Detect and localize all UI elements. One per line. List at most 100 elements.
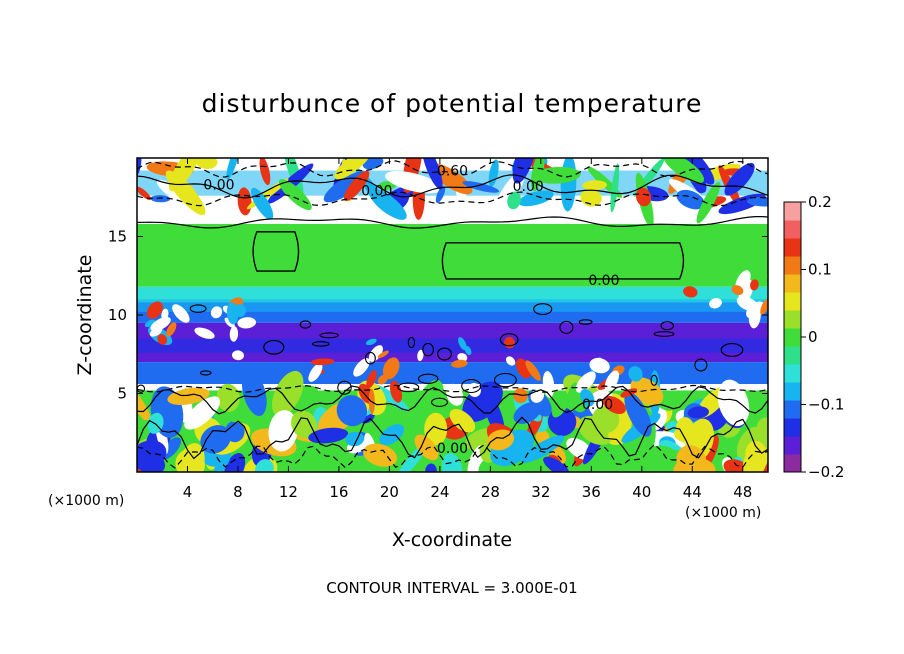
colorbar-swatch [784, 436, 801, 455]
x-tick-label: 8 [233, 483, 243, 501]
colorbar-tick-label: 0 [808, 328, 818, 346]
colorbar-swatch [784, 382, 801, 401]
colorbar: 0.2 0.1 0 −0.1 −0.2 [783, 193, 844, 481]
bottom-blob-60 [214, 449, 231, 472]
colorbar-swatch [784, 364, 801, 383]
colorbar-swatch [784, 220, 801, 239]
colorbar-swatch [784, 400, 801, 419]
small-contour-1 [559, 320, 574, 334]
top-blob-29 [429, 163, 473, 195]
mid-right-blob-9 [683, 286, 698, 298]
top-blob-56 [724, 162, 755, 196]
mid-right-blob-6 [750, 279, 759, 291]
bottom-blob-67 [449, 409, 476, 433]
bottom-blob-154 [414, 434, 439, 461]
bottom-blob-149 [486, 429, 515, 451]
small-contour-10 [437, 347, 452, 361]
bottom-blob-61 [241, 369, 267, 416]
colorbar-swatch [784, 454, 801, 473]
closed-contour-0 [252, 231, 300, 272]
contour-label: 0.00 [588, 273, 619, 289]
top-blob-57 [507, 191, 521, 210]
bottom-blob-105 [687, 406, 709, 419]
top-blob-58 [278, 179, 312, 211]
colorbar-tick-label: −0.1 [808, 396, 844, 414]
top-blob-61 [663, 158, 705, 184]
y-tick-label: 5 [117, 385, 127, 403]
top-blob-46 [385, 171, 442, 194]
small-contour-8 [263, 339, 285, 355]
small-contour-20 [720, 343, 744, 357]
top-blob-47 [334, 158, 373, 180]
bottom-blob-159 [717, 379, 750, 427]
mid-center-blob-7 [368, 345, 383, 362]
mid-center-blob-13 [458, 337, 467, 351]
mid-center-blob-12 [377, 350, 389, 359]
top-blob-27 [582, 180, 607, 191]
bottom-blob-43 [756, 417, 768, 439]
bottom-blob-99 [552, 394, 570, 418]
small-contour-13 [299, 320, 312, 329]
mid-center-blob-5 [308, 363, 323, 382]
small-contour-12 [364, 351, 376, 365]
dashed-contour-2 [137, 191, 768, 207]
mid-low-blob-13 [575, 371, 596, 393]
bottom-blob-120 [291, 410, 318, 439]
top-blob-35 [150, 195, 171, 203]
contour-layer [137, 160, 768, 469]
chart-title: disturbunce of potential temperature [202, 89, 703, 118]
contour-label-layer: 0.00 0.00 0.60 0.00 0.00 0.00 0.00 [203, 163, 619, 457]
small-contour-14 [422, 342, 434, 357]
top-blob-44 [343, 170, 370, 202]
mid-low-blob-4 [446, 383, 464, 406]
bottom-blob-158 [184, 396, 220, 430]
small-contour-22 [499, 333, 519, 347]
solid-contour-6 [137, 416, 768, 460]
x-tick-label: 24 [430, 483, 449, 501]
small-contour-0 [337, 380, 352, 395]
y-tick-label: 15 [108, 228, 127, 246]
top-blob-25 [283, 158, 304, 197]
contour-interval-note: CONTOUR INTERVAL = 3.000E-01 [326, 579, 577, 597]
x-axis: 4 8 12 16 20 24 28 32 36 40 44 48 [183, 158, 752, 501]
mid-center-blob-6 [353, 358, 370, 377]
bottom-blob-157 [167, 387, 210, 406]
bottom-blob-152 [336, 395, 368, 427]
mid-center-blob-2 [505, 356, 516, 366]
dashed-contour-7 [137, 443, 768, 469]
x-axis-label: X-coordinate [392, 529, 512, 551]
bottom-blob-147 [624, 391, 652, 437]
small-contour-16 [660, 321, 674, 331]
mid-low-blob-12 [377, 374, 388, 385]
mid-low-blob-8 [525, 360, 541, 381]
band-2 [137, 286, 768, 303]
colorbar-swatch [784, 418, 801, 437]
bottom-blob-138 [363, 443, 398, 467]
x-tick-label: 36 [582, 483, 601, 501]
bottom-blob-136 [626, 445, 675, 469]
top-blob-45 [532, 166, 581, 184]
bottom-blob-45 [397, 443, 427, 472]
x-tick-label: 28 [481, 483, 500, 501]
bottom-blob-128 [591, 405, 620, 434]
mid-right-blob-7 [731, 285, 744, 296]
top-blob-65 [435, 185, 446, 203]
bottom-blob-1 [137, 383, 152, 424]
band-cyan-stripe [137, 299, 768, 312]
top-blob-31 [610, 163, 620, 213]
colorbar-swatch [784, 310, 801, 329]
small-contour-17 [397, 382, 420, 393]
plot-area: 0.00 0.00 0.60 0.00 0.00 0.00 0.00 [137, 158, 768, 472]
mid-center-blob-11 [232, 350, 244, 361]
mid-left-blob-13 [166, 322, 177, 337]
small-contour-25 [493, 372, 517, 388]
colorbar-swatch [784, 202, 801, 221]
mid-left-blob-7 [172, 304, 190, 323]
small-contour-19 [417, 373, 439, 384]
mid-center-blob-1 [365, 338, 377, 346]
contour-label: 0.00 [203, 177, 234, 193]
solid-contour-5 [137, 385, 768, 415]
mid-left-blob-9 [194, 327, 215, 339]
bottom-blob-79 [424, 412, 448, 446]
